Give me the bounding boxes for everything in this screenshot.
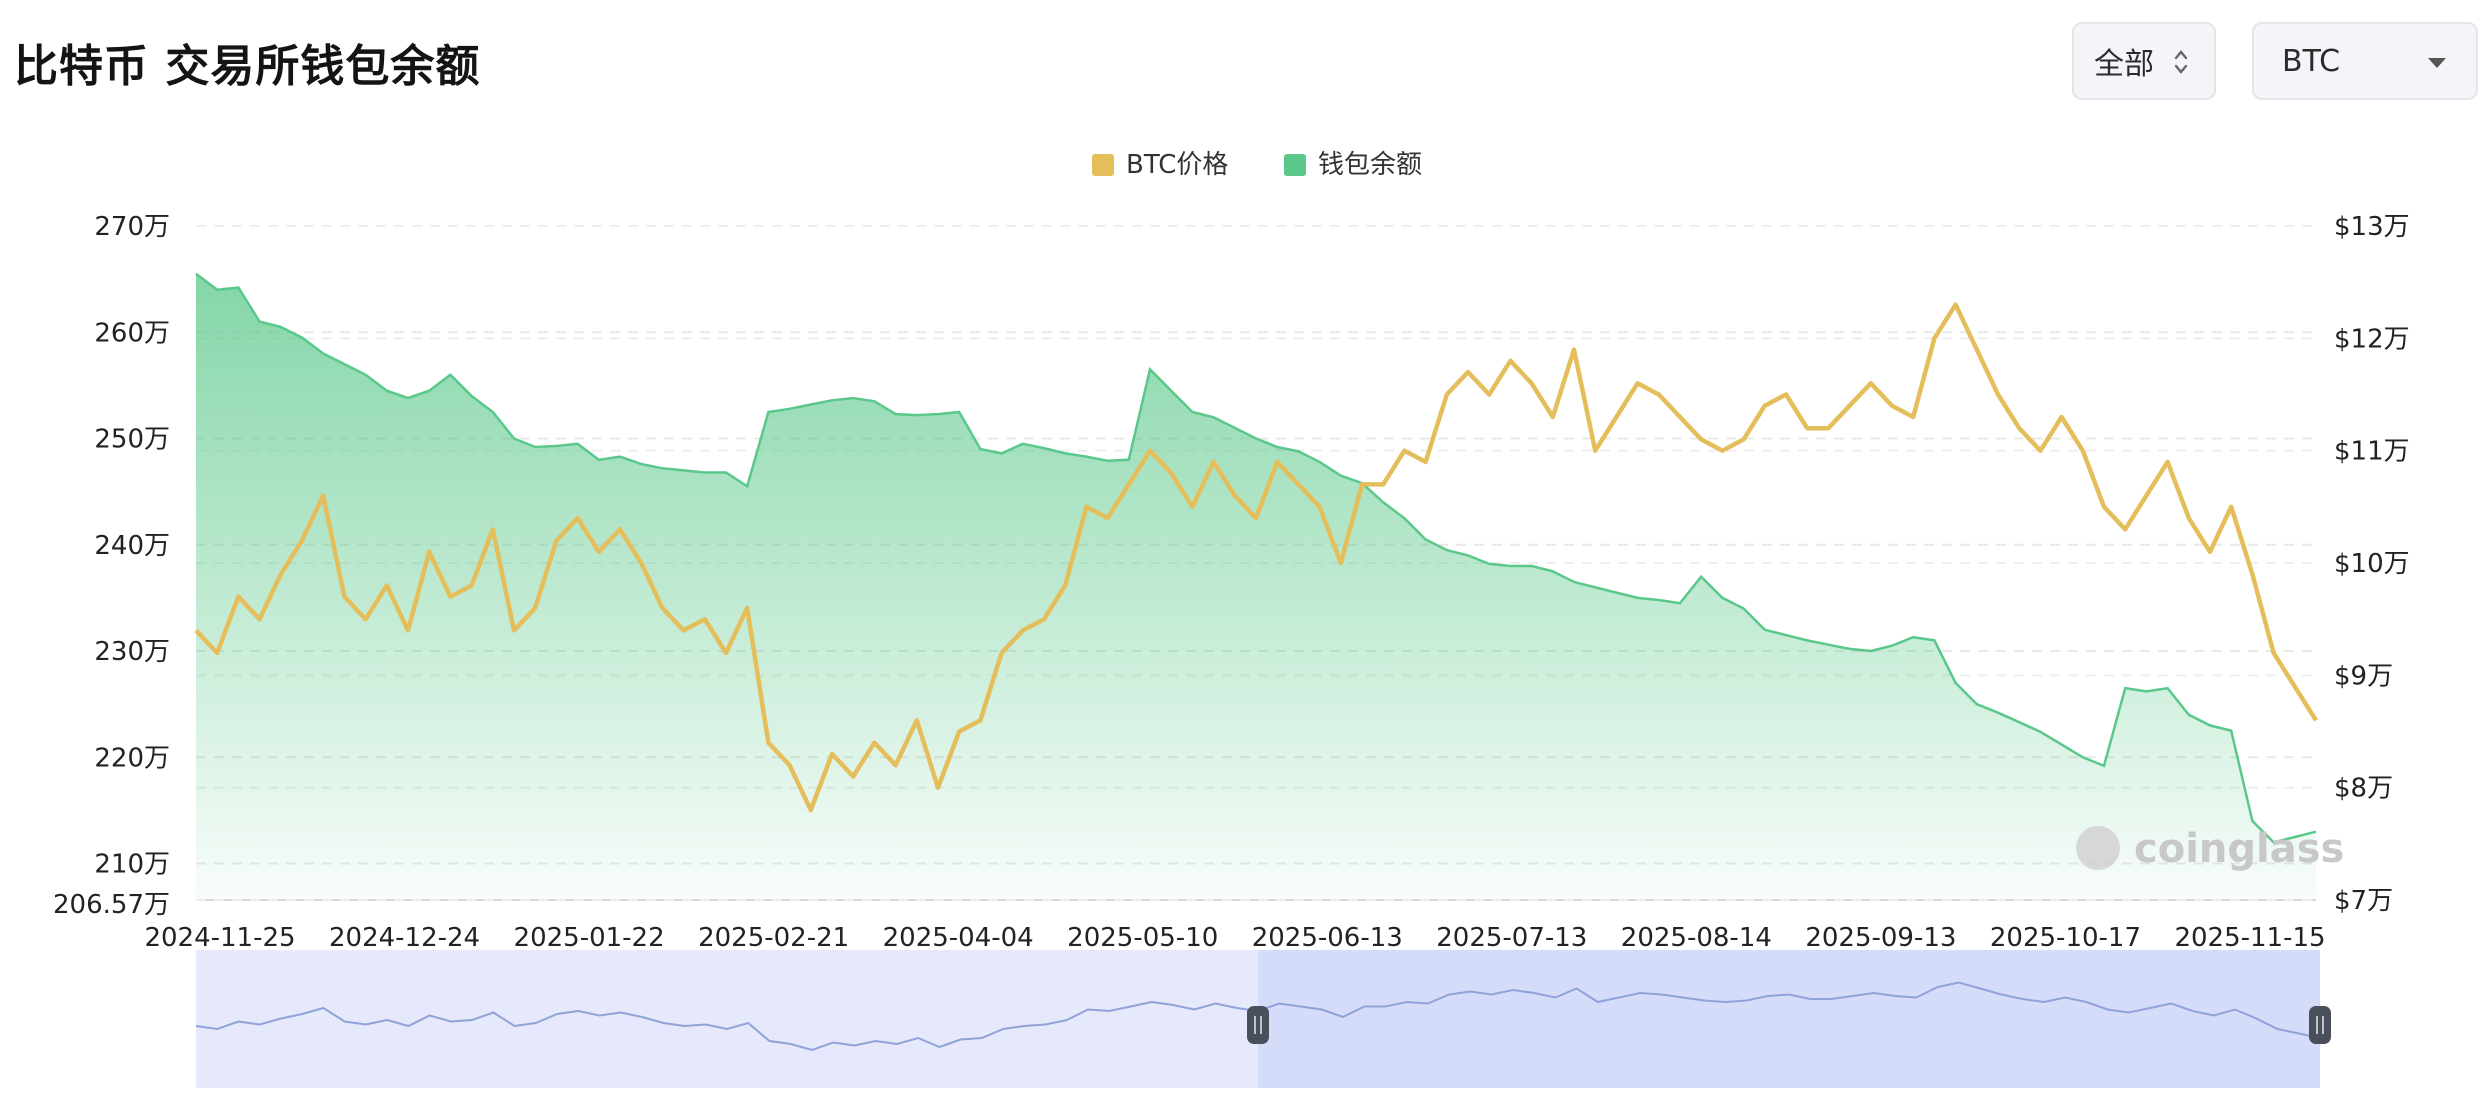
balance-area — [196, 273, 2316, 900]
right-tick-label: $11万 — [2334, 437, 2410, 467]
x-tick-label: 2025-11-15 — [2174, 923, 2325, 953]
x-tick-label: 2024-12-24 — [329, 923, 480, 953]
legend-label[interactable]: BTC价格 — [1126, 150, 1228, 180]
x-tick-label: 2025-10-17 — [1990, 923, 2141, 953]
left-tick-label: 210万 — [94, 850, 170, 880]
right-tick-label: $7万 — [2334, 886, 2393, 916]
left-min-label: 206.57万 — [53, 890, 170, 920]
navigator-handle-right[interactable] — [2309, 1006, 2331, 1044]
left-tick-label: 250万 — [94, 425, 170, 455]
navigator-selection[interactable] — [1258, 950, 2320, 1088]
navigator-handle-left[interactable] — [1247, 1006, 1269, 1044]
x-tick-label: 2025-02-21 — [698, 923, 849, 953]
right-axis: $13万 $12万 $11万 $10万 $9万 $8万 $7万 — [2334, 212, 2410, 916]
balance-line — [195, 272, 2317, 844]
x-tick-label: 2025-09-13 — [1805, 923, 1956, 953]
left-tick-label: 260万 — [94, 318, 170, 348]
right-tick-label: $8万 — [2334, 774, 2393, 804]
left-tick-label: 270万 — [94, 212, 170, 242]
right-tick-label: $13万 — [2334, 212, 2410, 242]
legend-label[interactable]: 钱包余额 — [1318, 150, 1422, 180]
range-select-value: 全部 — [2094, 47, 2154, 82]
coinglass-logo-icon — [2076, 826, 2120, 870]
watermark: coinglass — [2076, 826, 2344, 872]
range-navigator[interactable] — [195, 950, 2331, 1088]
series-layer — [194, 272, 2318, 900]
sort-chevron-icon — [2174, 50, 2188, 74]
left-axis: 270万 260万 250万 240万 230万 220万 210万 206.57万 — [53, 212, 170, 920]
left-tick-label: 230万 — [94, 637, 170, 667]
x-tick-label: 2025-08-14 — [1621, 923, 1772, 953]
x-tick-label: 2025-06-13 — [1252, 923, 1403, 953]
x-axis: 2024-11-25 2024-12-24 2025-01-22 2025-02-21… — [144, 923, 2325, 953]
x-tick-label: 2025-01-22 — [514, 923, 665, 953]
price-line — [194, 302, 2318, 813]
x-tick-label: 2024-11-25 — [144, 923, 295, 953]
coin-select-value: BTC — [2282, 43, 2341, 79]
x-tick-label: 2025-05-10 — [1067, 923, 1218, 953]
x-tick-label: 2025-07-13 — [1436, 923, 1587, 953]
legend-swatch[interactable] — [1284, 154, 1306, 176]
coin-select[interactable]: BTC — [2252, 22, 2478, 100]
x-tick-label: 2025-04-04 — [883, 923, 1034, 953]
chart-legend[interactable]: BTC价格 钱包余额 — [1092, 150, 1422, 180]
legend-swatch[interactable] — [1092, 154, 1114, 176]
right-tick-label: $12万 — [2334, 324, 2410, 354]
page-title: 比特币 交易所钱包余额 — [14, 41, 481, 92]
watermark-text: coinglass — [2134, 826, 2344, 872]
left-tick-label: 240万 — [94, 531, 170, 561]
right-tick-label: $10万 — [2334, 549, 2410, 579]
chevron-down-icon — [2428, 58, 2446, 68]
range-select[interactable]: 全部 — [2072, 22, 2216, 100]
right-tick-label: $9万 — [2334, 661, 2393, 691]
left-tick-label: 220万 — [94, 743, 170, 773]
